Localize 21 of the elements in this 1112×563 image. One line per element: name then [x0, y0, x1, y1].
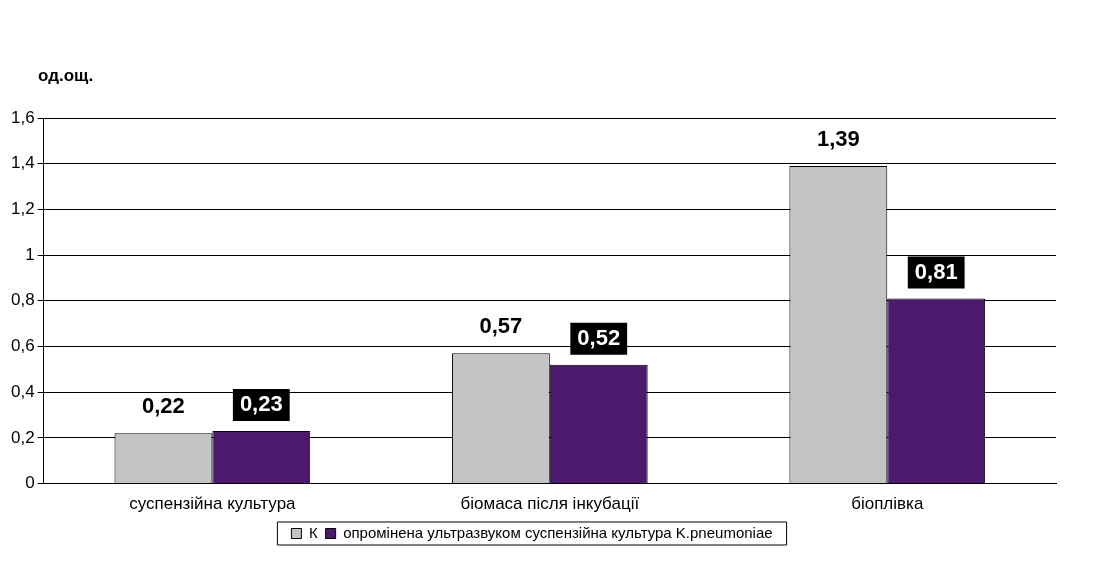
y-tick-label: 0,6	[10, 336, 35, 356]
y-tick-label: 1,2	[10, 199, 35, 219]
y-tick-label: 0,8	[10, 290, 35, 310]
data-label: 0,22	[142, 393, 185, 419]
x-tick-label: біомаса після інкубації	[460, 494, 640, 514]
y-tick-label: 0	[25, 473, 35, 493]
legend-label: опромінена ультразвуком суспензійна культура K.pneumoniae	[343, 523, 773, 541]
y-tick-label: 0,4	[10, 381, 35, 401]
data-label: 1,39	[816, 126, 860, 152]
y-tick-label: 0,2	[10, 427, 35, 447]
data-label: 0,23	[239, 391, 283, 417]
data-label: 0,57	[479, 313, 523, 339]
x-tick-label: суспензійна культура	[129, 494, 297, 514]
y-axis-title: од.ощ.	[38, 65, 94, 85]
y-tick-label: 1,4	[10, 153, 35, 173]
data-label: 0,81	[914, 258, 958, 284]
y-tick-label: 1,6	[10, 107, 35, 127]
data-label: 0,52	[577, 324, 621, 350]
x-tick-label: біоплівка	[851, 494, 924, 514]
legend-label: К	[308, 523, 318, 541]
y-tick-label: 1	[25, 244, 35, 264]
